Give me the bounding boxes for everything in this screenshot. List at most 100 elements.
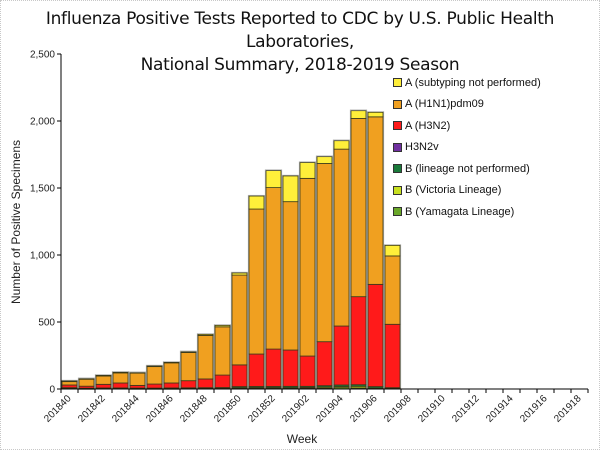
x-tick-label: 201904 [314, 393, 346, 425]
y-tick-label: 1,500 [30, 184, 55, 195]
bar-segment [180, 380, 197, 389]
legend-label: B (Victoria Lineage) [405, 184, 502, 197]
legend-item: A (H3N2) [393, 115, 541, 137]
bar-segment [129, 372, 146, 374]
bar-stack-201901 [281, 174, 300, 390]
bar-stack-201848 [196, 333, 215, 390]
bar-segment [163, 382, 180, 389]
x-tick-label: 201840 [42, 393, 74, 425]
bar-segment [248, 208, 265, 355]
bar-segment [146, 366, 163, 385]
bar-segment [248, 195, 265, 210]
bar-segment [61, 380, 78, 383]
bar-stack-201844 [128, 371, 147, 390]
legend-swatch [393, 185, 402, 195]
y-tick-label: 2,500 [30, 50, 55, 61]
bar-segment [384, 255, 401, 325]
bar-segment [214, 374, 231, 388]
title-line-2: National Summary, 2018-2019 Season [140, 55, 460, 75]
bar-stack-201903 [315, 155, 334, 390]
x-tick-label: 201846 [144, 393, 176, 425]
bar-stack-201905 [349, 109, 368, 390]
legend-label: B (Yamagata Lineage) [405, 205, 515, 218]
bar-segment [95, 374, 112, 377]
bar-stack-201851 [247, 194, 266, 390]
bar-stack-201847 [179, 350, 198, 390]
x-tick-label: 201906 [348, 393, 380, 425]
y-tick-label: 0 [49, 385, 55, 396]
x-tick-label: 201910 [416, 393, 448, 425]
bar-segment [367, 111, 384, 118]
bar-segment [197, 333, 214, 336]
bar-stack-201843 [111, 371, 130, 390]
bar-segment [367, 283, 384, 387]
chart-title: Influenza Positive Tests Reported to CDC… [0, 8, 600, 77]
bar-segment [333, 148, 350, 327]
bar-stack-201902 [298, 161, 317, 390]
bar-segment [299, 355, 316, 387]
bar-segment [350, 118, 367, 298]
bar-segment [231, 364, 248, 387]
bar-segment [112, 382, 129, 389]
bar-segment [129, 384, 146, 389]
legend-label: A (H1N1)pdm09 [405, 98, 484, 111]
legend-item: A (H1N1)pdm09 [393, 94, 541, 116]
bar-segment [282, 175, 299, 203]
legend-swatch [393, 99, 402, 109]
legend-label: B (lineage not performed) [405, 162, 530, 175]
bar-segment [61, 384, 78, 389]
bar-segment [384, 323, 401, 389]
bar-segment [350, 110, 367, 119]
bar-segment [214, 326, 231, 376]
bar-segment [146, 365, 163, 368]
bar-segment [367, 116, 384, 285]
bar-segment [350, 296, 367, 386]
bar-segment [384, 244, 401, 257]
bar-stack-201852 [264, 169, 283, 390]
title-line-1: Influenza Positive Tests Reported to CDC… [45, 9, 555, 52]
legend-item: H3N2v [393, 137, 541, 159]
bar-stack-201840 [60, 379, 79, 390]
bar-segment [214, 324, 231, 328]
x-tick-label: 201914 [484, 393, 516, 425]
x-tick-label: 201848 [178, 393, 210, 425]
y-tick-label: 2,000 [30, 117, 55, 128]
bar-segment [282, 349, 299, 387]
bar-segment [163, 362, 180, 384]
bar-stack-201842 [94, 374, 113, 390]
bar-segment [112, 371, 129, 374]
bar-stack-201907 [383, 244, 402, 390]
bars-group [60, 109, 402, 390]
bar-segment [231, 274, 248, 366]
bar-segment [146, 383, 163, 389]
y-axis-label: Number of Positive Specimens [9, 140, 23, 304]
legend-swatch [393, 142, 402, 152]
bar-segment [265, 170, 282, 188]
x-tick-label: 201852 [246, 393, 278, 425]
bar-stack-201906 [366, 111, 385, 390]
bar-segment [265, 348, 282, 387]
legend-label: H3N2v [405, 141, 439, 154]
bar-segment [112, 372, 129, 384]
x-tick-label: 201918 [552, 393, 584, 425]
bar-segment [95, 375, 112, 385]
bar-segment [248, 353, 265, 387]
bar-segment [78, 378, 95, 380]
bar-segment [316, 341, 333, 387]
y-tick-label: 1,000 [30, 251, 55, 262]
bar-segment [316, 156, 333, 164]
bar-segment [333, 140, 350, 150]
legend-label: A (subtyping not performed) [405, 76, 541, 89]
bar-stack-201845 [145, 364, 164, 390]
y-tick-label: 500 [38, 318, 55, 329]
bar-segment [95, 383, 112, 389]
legend-label: A (H3N2) [405, 119, 451, 132]
legend-swatch [393, 207, 402, 217]
bar-segment [316, 163, 333, 343]
legend-swatch [393, 164, 402, 174]
bar-segment [78, 378, 95, 387]
x-tick-label: 201844 [110, 393, 142, 425]
x-tick-label: 201842 [76, 393, 108, 425]
bar-segment [299, 162, 316, 179]
legend-swatch [393, 78, 402, 88]
